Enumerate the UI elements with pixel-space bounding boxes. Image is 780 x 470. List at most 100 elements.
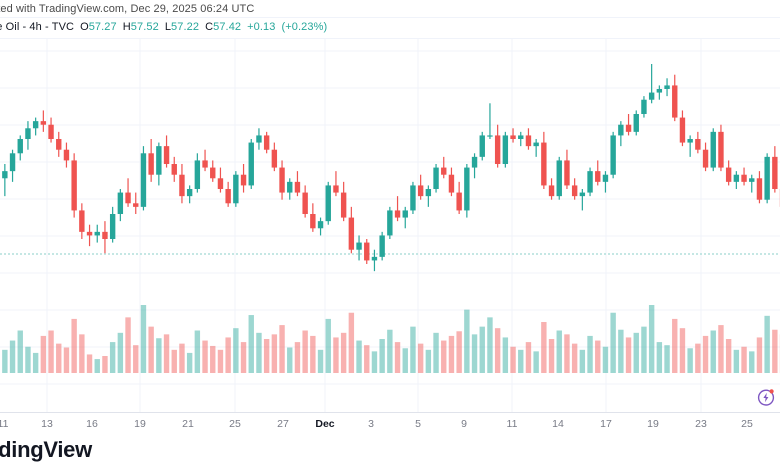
x-axis-tick: 19 — [134, 418, 146, 430]
candlestick — [71, 153, 77, 218]
candlestick — [502, 131, 509, 168]
price-chart-plot[interactable] — [0, 39, 780, 412]
volume-bar — [310, 335, 316, 373]
x-axis-tick: 5 — [415, 418, 421, 430]
x-axis-date-scale[interactable]: 11 13 16 19 21 25 27 Dec 3 5 9 11 14 17 19 23 25 — [0, 412, 780, 435]
candle-body — [186, 189, 193, 197]
volume-bar — [633, 332, 639, 373]
x-axis-tick: 17 — [600, 418, 612, 430]
chart-canvas — [0, 39, 780, 412]
candlestick — [56, 131, 62, 157]
volume-bar — [133, 345, 139, 373]
candlestick — [533, 139, 539, 157]
candle-body — [17, 139, 23, 154]
candle-body — [664, 85, 670, 89]
candlestick — [387, 206, 393, 239]
volume-bar — [587, 335, 593, 373]
candle-body — [656, 89, 663, 93]
candlestick — [710, 128, 716, 172]
candlestick — [379, 231, 385, 261]
volume-bar — [571, 343, 578, 373]
volume-bar — [302, 330, 308, 373]
candle-body — [117, 192, 124, 214]
candle-body — [271, 149, 278, 168]
legend-low-label: L — [164, 21, 172, 33]
candlestick — [687, 135, 693, 157]
volume-bar — [148, 326, 154, 373]
candle-body — [179, 174, 185, 197]
candle-body — [579, 192, 586, 197]
candle-body — [702, 149, 709, 168]
volume-bar — [641, 326, 647, 373]
candlestick — [679, 110, 686, 147]
candlestick — [302, 185, 308, 218]
volume-bar — [695, 343, 701, 373]
candlestick — [48, 117, 54, 143]
candlestick — [202, 149, 208, 172]
candlestick — [240, 164, 247, 193]
candle-body — [402, 210, 408, 218]
x-axis-tick: 25 — [741, 418, 753, 430]
volume-bar — [225, 337, 231, 373]
candlestick — [579, 189, 586, 211]
candlestick — [487, 103, 493, 139]
x-axis-tick: 11 — [506, 418, 518, 430]
chart-legend[interactable]: Crude Oil - 4h - TVC O57.27 H57.52 L57.22 C5… — [0, 21, 327, 33]
candlestick — [648, 64, 655, 104]
volume-bar — [579, 349, 586, 373]
candle-body — [710, 131, 716, 168]
volume-bar — [379, 339, 385, 373]
header-divider-bottom — [0, 38, 780, 39]
candle-body — [772, 156, 778, 189]
candle-body — [287, 181, 293, 193]
volume-bar — [710, 330, 716, 373]
candlestick — [417, 174, 424, 200]
candle-body — [333, 185, 339, 193]
volume-bar — [533, 351, 539, 373]
candle-body — [148, 153, 154, 175]
volume-bar — [71, 318, 77, 373]
volume-bar — [271, 334, 278, 373]
volume-bar — [163, 334, 170, 373]
candlestick — [25, 121, 31, 150]
candle-body — [417, 185, 424, 197]
volume-bar — [464, 309, 470, 373]
legend-open-value: 57.27 — [88, 21, 117, 33]
volume-bar — [117, 332, 124, 373]
legend-high-value: 57.52 — [130, 21, 159, 33]
volume-bar — [240, 342, 247, 373]
candlestick — [548, 178, 555, 200]
volume-bar — [733, 349, 740, 373]
volume-bar — [595, 340, 601, 373]
candlestick — [310, 203, 316, 232]
volume-bar — [564, 334, 570, 373]
volume-bar — [25, 346, 31, 373]
candle-body — [595, 171, 601, 182]
candlestick — [263, 131, 270, 154]
volume-bar — [179, 343, 185, 373]
candle-body — [302, 192, 308, 214]
candle-body — [379, 235, 385, 257]
candle-body — [240, 174, 247, 186]
volume-bar — [17, 330, 23, 373]
candle-body — [533, 142, 539, 147]
candlestick — [248, 139, 254, 189]
legend-open-label: O — [80, 21, 89, 33]
candle-body — [217, 178, 224, 189]
candle-body — [102, 231, 108, 239]
candlestick — [441, 156, 447, 179]
candle-body — [425, 189, 432, 197]
candlestick — [556, 156, 562, 200]
candlestick — [672, 74, 678, 122]
candle-body — [32, 121, 39, 129]
volume-bar — [317, 349, 324, 373]
candlestick — [140, 146, 147, 211]
candlestick — [94, 224, 100, 243]
candle-body — [171, 164, 177, 175]
lightning-bolt-icon[interactable] — [757, 388, 775, 406]
candlestick — [133, 192, 139, 214]
volume-bar — [348, 312, 355, 373]
volume-bar — [541, 322, 547, 373]
volume-bar — [772, 329, 778, 373]
candle-body — [571, 185, 578, 197]
